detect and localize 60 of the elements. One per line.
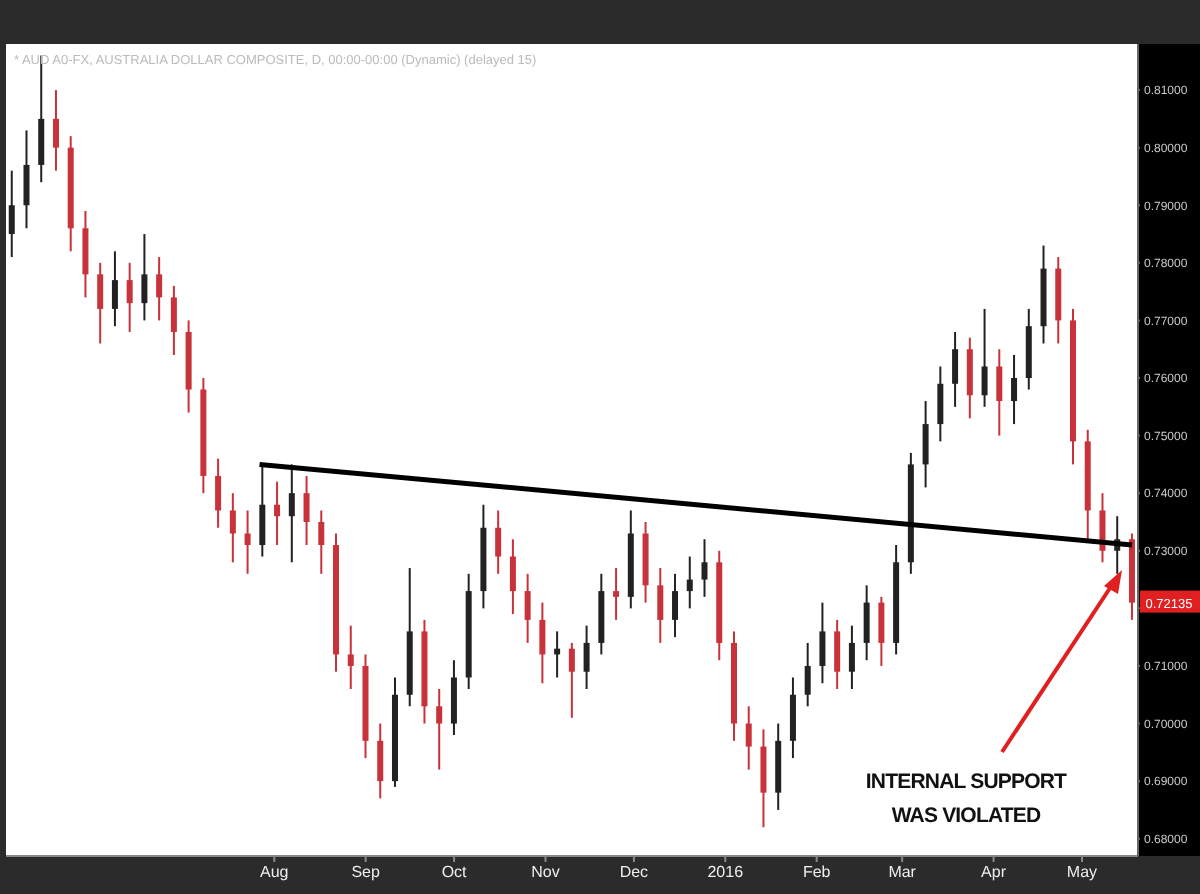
candlestick [170, 284, 177, 356]
candlestick [686, 555, 693, 610]
candlestick [450, 659, 457, 737]
candlestick [966, 336, 973, 420]
x-tick-label: Mar [888, 863, 917, 882]
candlestick [863, 584, 870, 662]
candlestick [288, 463, 295, 564]
candlestick [539, 601, 546, 685]
candlestick [229, 492, 236, 564]
x-tick-label: Aug [260, 863, 289, 882]
candlestick [8, 169, 15, 259]
candlestick [834, 618, 841, 690]
candlestick [82, 210, 89, 299]
x-tick-label: 2016 [707, 863, 745, 882]
candlestick [347, 624, 354, 690]
candlestick [259, 463, 266, 558]
candlestick [848, 624, 855, 690]
annotation: INTERNAL SUPPORT WAS VIOLATED [865, 770, 1069, 828]
candlestick [524, 572, 531, 644]
candlestick [509, 538, 516, 616]
candlestick [1011, 353, 1018, 426]
candlestick [111, 250, 118, 328]
candlestick [156, 256, 163, 322]
candlestick [495, 509, 502, 575]
candlestick [789, 676, 796, 760]
x-tick-label: May [1066, 863, 1098, 882]
candlestick [952, 330, 959, 408]
x-tick-label: Nov [531, 863, 560, 882]
candlestick [922, 400, 929, 489]
candlestick [97, 261, 104, 345]
candlestick [613, 567, 620, 621]
candlestick [745, 705, 752, 771]
candlestick [937, 365, 944, 443]
candlestick [274, 480, 281, 547]
candlestick [303, 474, 310, 547]
candlestick [244, 509, 251, 575]
candlestick [819, 601, 826, 685]
candlestick [804, 641, 811, 708]
x-tick-label: Dec [619, 863, 649, 882]
x-tick-label: Sep [351, 863, 381, 882]
x-tick-label: Oct [441, 863, 469, 882]
candlestick [760, 728, 767, 829]
x-tick-label: Apr [981, 863, 1007, 882]
candlestick [981, 307, 988, 408]
x-tick-label: Feb [802, 863, 832, 882]
candlestick [318, 509, 325, 575]
candlestick [701, 538, 708, 598]
candlestick [23, 129, 30, 230]
candlestick [878, 595, 885, 667]
candlestick [215, 457, 222, 529]
candlestick [141, 233, 148, 322]
candlestick [996, 348, 1003, 437]
candlestick [583, 624, 590, 690]
candlestick [126, 261, 133, 333]
candlestick [568, 641, 575, 719]
candlestick [657, 567, 664, 644]
candlestick [672, 572, 679, 639]
candlestick [436, 687, 443, 771]
candlestick [52, 89, 59, 172]
candlestick [377, 722, 384, 800]
